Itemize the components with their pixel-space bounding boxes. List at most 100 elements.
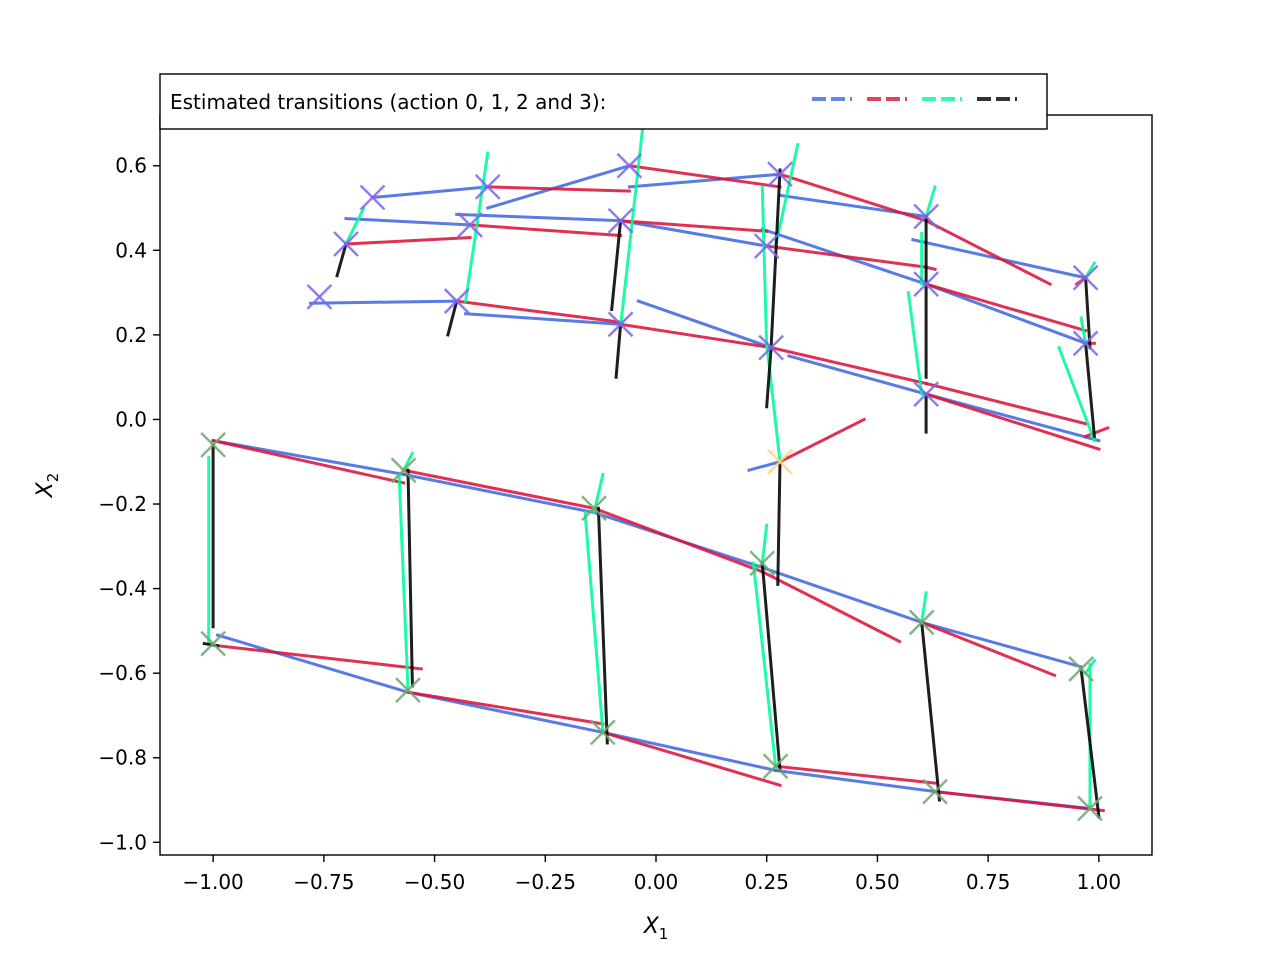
transition-segment-action-0 [636,299,774,350]
transition-segment-action-1 [486,185,631,193]
state-marker [333,231,359,257]
state-marker [200,630,227,657]
state-marker [913,203,940,230]
transition-segment-action-0 [455,212,623,223]
transition-segment-action-3 [596,506,609,745]
state-marker [908,609,935,636]
x-tick-label: −1.00 [182,870,243,894]
transition-segment-action-0 [919,620,1083,669]
transition-segment-action-1 [406,690,605,726]
transition-segment-action-2 [760,185,769,350]
y-tick-label: 0.4 [115,238,147,262]
y-tick-label: −0.8 [98,746,147,770]
x-tick-label: 0.75 [966,870,1011,894]
transition-segment-action-2 [924,185,937,219]
transition-segment-action-1 [933,789,1105,813]
transition-segment-action-2 [773,142,800,248]
transition-segment-action-3 [446,299,459,337]
y-tick-label: −1.0 [98,830,147,854]
state-marker [758,334,785,361]
transition-segment-action-3 [1083,341,1097,439]
state-marker [200,431,227,458]
transition-segment-action-0 [747,459,782,473]
transition-segment-action-1 [344,236,472,246]
transition-segment-action-1 [618,219,769,233]
state-marker [589,719,616,746]
state-marker [616,152,643,179]
transition-segment-action-1 [618,322,773,350]
x-tick-label: −0.75 [293,870,354,894]
transition-segment-action-1 [211,438,406,485]
state-marker [457,212,483,238]
axis-ticks: −1.00 −0.75 −0.50 −0.25 0.00 0.25 0.50 0.75 1.00… [98,154,1121,894]
transition-segment-action-3 [765,345,773,409]
transition-segment-action-2 [583,510,605,735]
state-marker [1068,656,1095,682]
x-tick-label: 0.00 [634,870,679,894]
state-marker [913,271,940,298]
transition-segment-action-1 [924,381,1088,426]
transition-segment-action-3 [769,168,782,350]
state-marker [767,161,793,188]
state-marker [443,288,470,314]
transition-segment-action-0 [215,633,410,695]
transition-segment-action-1 [778,172,928,223]
transition-segment-action-1 [924,282,1088,333]
transition-segment-action-3 [614,322,623,379]
state-marker [607,311,634,338]
transition-segment-action-2 [760,523,769,565]
transition-segment-action-1 [601,730,782,788]
x-tick-label: −0.50 [404,870,465,894]
transition-segment-action-0 [401,472,596,515]
transition-segment-action-0 [618,218,769,248]
transition-segment-action-1 [760,569,902,644]
state-marker [581,495,607,522]
state-markers [200,152,1103,822]
transition-segment-action-0 [485,163,632,210]
state-marker [749,550,776,577]
y-tick-label: −0.2 [98,492,147,516]
transition-segment-action-3 [335,242,348,278]
transition-segment-action-2 [919,591,928,625]
transition-segment-action-1 [468,223,623,238]
transition-segment-action-1 [627,164,782,189]
transition-segments [202,126,1110,819]
transition-segment-action-1 [765,244,928,269]
legend: Estimated transitions (action 0, 1, 2 an… [159,73,1048,130]
state-marker [474,174,501,200]
state-marker [607,207,634,234]
state-marker [1077,795,1103,822]
state-marker [762,753,789,780]
transition-segment-action-0 [344,217,472,227]
y-tick-label: −0.4 [98,577,147,601]
transition-segment-action-1 [455,299,623,324]
transition-segment-action-0 [601,730,778,773]
transition-segment-action-1 [401,468,596,511]
state-marker [1072,264,1099,291]
transition-segment-action-0 [309,299,459,305]
transition-segment-action-1 [924,392,1101,451]
y-tick-label: 0.6 [115,154,147,178]
transition-segment-action-3 [776,460,782,586]
state-marker [753,233,780,259]
transition-segment-action-2 [618,126,645,329]
x-tick-label: 0.25 [744,870,789,894]
transition-segment-action-2 [397,472,410,692]
transition-segment-action-0 [787,354,928,396]
y-tick-label: 0.0 [115,407,147,431]
transition-segment-action-0 [760,565,924,625]
state-marker [767,448,793,475]
transition-segment-action-2 [1057,345,1097,443]
x-tick-label: 0.50 [855,870,900,894]
y-tick-label: 0.2 [115,323,147,347]
transition-segment-action-1 [919,620,1057,678]
transition-segment-action-3 [1079,667,1101,819]
transition-segment-action-0 [370,185,490,200]
legend-box [159,73,1048,130]
transition-segment-action-1 [215,644,423,671]
transition-segment-action-2 [906,290,924,396]
transition-segment-action-1 [592,506,765,574]
transition-segment-action-1 [773,764,937,785]
transition-segment-action-2 [751,561,778,768]
transition-segment-action-2 [1083,658,1097,676]
